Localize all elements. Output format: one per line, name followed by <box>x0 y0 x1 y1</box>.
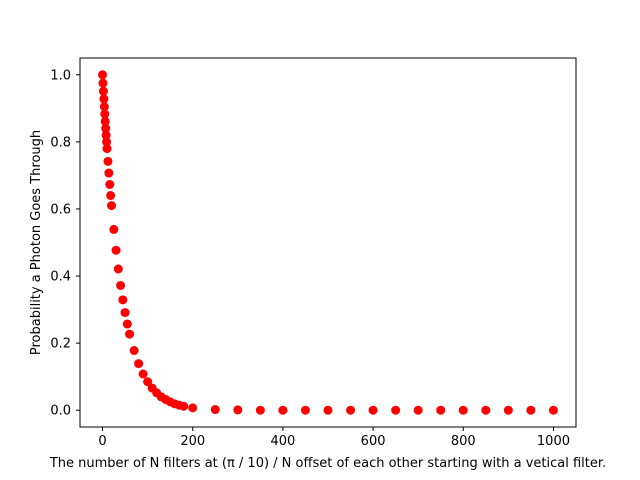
data-point <box>100 109 110 119</box>
y-axis-label: Probability a Photon Goes Through <box>29 130 44 355</box>
data-point <box>233 405 243 415</box>
x-tick-label: 400 <box>270 434 295 449</box>
data-point <box>99 102 109 112</box>
y-tick-label: 0.2 <box>50 337 71 352</box>
y-tick-label: 0.0 <box>50 404 71 419</box>
data-point <box>368 405 378 415</box>
data-point <box>138 369 148 379</box>
data-point <box>118 295 128 305</box>
x-axis-label: The number of N filters at (π / 10) / N … <box>49 456 606 471</box>
data-point <box>391 405 401 415</box>
data-point <box>323 405 333 415</box>
y-axis-ticks: 0.0 0.2 0.4 0.6 0.8 1.0 <box>50 68 80 419</box>
data-point <box>102 137 112 147</box>
data-point <box>103 156 113 166</box>
x-tick-label: 1000 <box>537 434 570 449</box>
data-points <box>98 70 558 415</box>
y-tick-label: 0.4 <box>50 270 71 285</box>
data-point <box>109 224 119 234</box>
data-point <box>105 179 115 189</box>
data-point <box>98 70 108 80</box>
data-point <box>255 405 265 415</box>
data-point <box>436 405 446 415</box>
data-point <box>210 405 220 415</box>
data-point <box>102 144 112 154</box>
y-tick-label: 0.8 <box>50 135 71 150</box>
data-point <box>116 280 126 290</box>
data-point <box>129 346 139 356</box>
data-point <box>101 130 111 140</box>
x-tick-label: 200 <box>180 434 205 449</box>
data-point <box>122 319 132 329</box>
data-point <box>526 405 536 415</box>
data-point <box>104 168 114 178</box>
x-tick-label: 600 <box>361 434 386 449</box>
data-point <box>481 405 491 415</box>
y-tick-label: 1.0 <box>50 68 71 83</box>
data-point <box>278 405 288 415</box>
y-tick-label: 0.6 <box>50 202 71 217</box>
data-point <box>106 191 116 201</box>
data-point <box>98 78 108 88</box>
data-point <box>113 264 123 274</box>
data-point <box>179 401 189 411</box>
data-point <box>100 116 110 126</box>
data-point <box>120 308 130 318</box>
data-point <box>98 86 108 96</box>
data-point <box>125 329 135 339</box>
x-tick-label: 800 <box>451 434 476 449</box>
data-point <box>503 405 513 415</box>
data-point <box>134 359 144 369</box>
plot-frame <box>79 57 577 428</box>
data-point <box>143 377 153 387</box>
x-axis-ticks: 0 200 400 600 800 1000 <box>98 427 570 449</box>
data-point <box>111 245 121 255</box>
data-point <box>413 405 423 415</box>
data-point <box>188 403 198 413</box>
data-point <box>458 405 468 415</box>
x-tick-label: 0 <box>98 434 106 449</box>
plot-area <box>80 58 576 427</box>
data-point <box>101 123 111 133</box>
data-point <box>300 405 310 415</box>
data-point <box>548 405 558 415</box>
data-point <box>99 94 109 104</box>
data-point <box>107 201 117 211</box>
data-point <box>346 405 356 415</box>
